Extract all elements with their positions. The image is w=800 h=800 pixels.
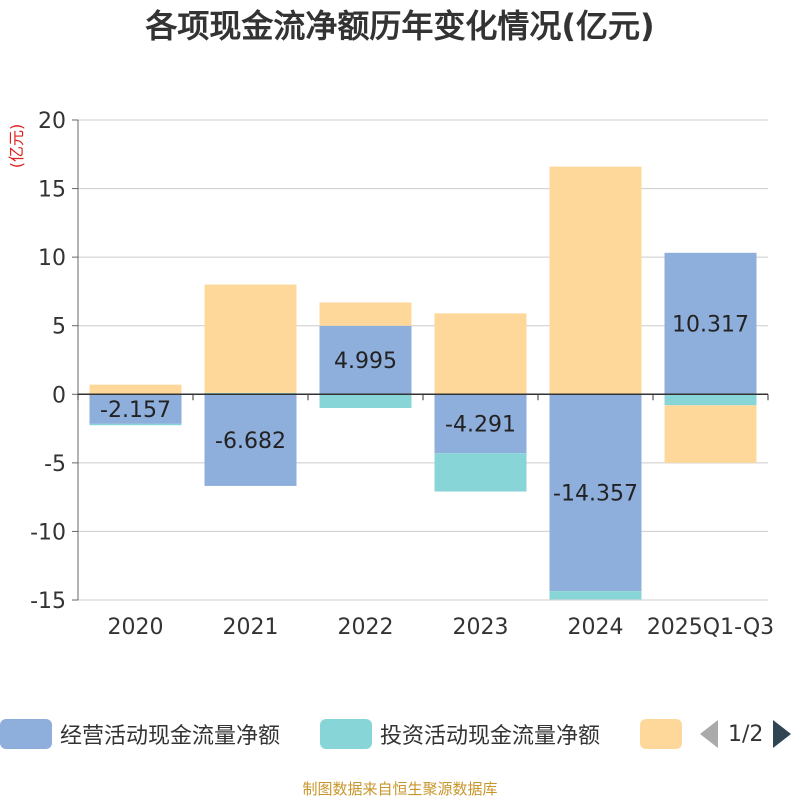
- bar-financing: [89, 384, 182, 395]
- bar-financing: [204, 284, 297, 393]
- bar-investing: [664, 394, 757, 406]
- data-label: -2.157: [100, 398, 171, 423]
- bar-financing: [664, 405, 757, 463]
- y-tick-label: -15: [30, 589, 66, 614]
- y-tick-label: 15: [38, 178, 66, 203]
- bar-investing: [434, 453, 527, 492]
- x-tick-label: 2021: [223, 615, 279, 640]
- x-tick-label: 2020: [108, 615, 164, 640]
- legend-label-operating: 经营活动现金流量净额: [60, 724, 281, 749]
- bar-investing: [89, 423, 182, 426]
- y-tick-label: 0: [52, 383, 66, 408]
- legend-next-arrow-icon[interactable]: [773, 720, 792, 748]
- bar-operating: [89, 394, 182, 424]
- legend-item-financing[interactable]: [640, 718, 690, 750]
- y-tick-label: -5: [44, 452, 66, 477]
- chart-title: 各项现金流净额历年变化情况(亿元): [145, 7, 655, 45]
- data-label: 10.317: [672, 313, 749, 338]
- bar-chart: 20 15 10 5 0 -5 -10 -15 (亿元) -2.157 -6.682 4.995 -4.…: [7, 109, 774, 640]
- bar-financing: [434, 313, 527, 395]
- legend-pager: 1/2: [700, 718, 792, 750]
- x-tick-label: 2025Q1-Q3: [647, 615, 774, 640]
- legend-swatch-operating: [0, 719, 52, 749]
- x-tick-label: 2024: [568, 615, 624, 640]
- bar-investing: [319, 394, 412, 408]
- legend-item-operating[interactable]: 经营活动现金流量净额: [0, 718, 280, 750]
- y-axis-unit-label: (亿元): [7, 124, 26, 169]
- bar-operating: [434, 394, 527, 454]
- legend-prev-arrow-icon[interactable]: [700, 720, 718, 748]
- bar-operating: [549, 394, 642, 592]
- bar-operating: [204, 394, 297, 486]
- bar-financing: [319, 302, 412, 326]
- y-tick-label: 20: [38, 109, 66, 134]
- data-label: -6.682: [215, 429, 286, 454]
- y-tick-label: -10: [30, 520, 66, 545]
- y-tick-label: 10: [38, 246, 66, 271]
- x-tick-label: 2023: [453, 615, 509, 640]
- bar-operating: [319, 325, 412, 395]
- data-label: 4.995: [334, 349, 397, 374]
- data-label: -14.357: [553, 482, 638, 507]
- y-tick-label: 5: [52, 315, 66, 340]
- x-tick-label: 2022: [338, 615, 394, 640]
- legend-label-investing: 投资活动现金流量净额: [380, 724, 601, 749]
- data-source-footer: 制图数据来自恒生聚源数据库: [302, 780, 498, 798]
- bar-financing: [549, 166, 642, 395]
- legend-item-investing[interactable]: 投资活动现金流量净额: [320, 718, 600, 750]
- legend-page-indicator: 1/2: [728, 721, 764, 747]
- data-label: -4.291: [445, 413, 516, 438]
- chart-legend: 经营活动现金流量净额 投资活动现金流量净额 1/2: [0, 712, 800, 756]
- legend-swatch-financing: [640, 719, 682, 749]
- legend-swatch-investing: [320, 719, 372, 749]
- bar-investing: [549, 591, 642, 600]
- bar-operating: [664, 252, 757, 395]
